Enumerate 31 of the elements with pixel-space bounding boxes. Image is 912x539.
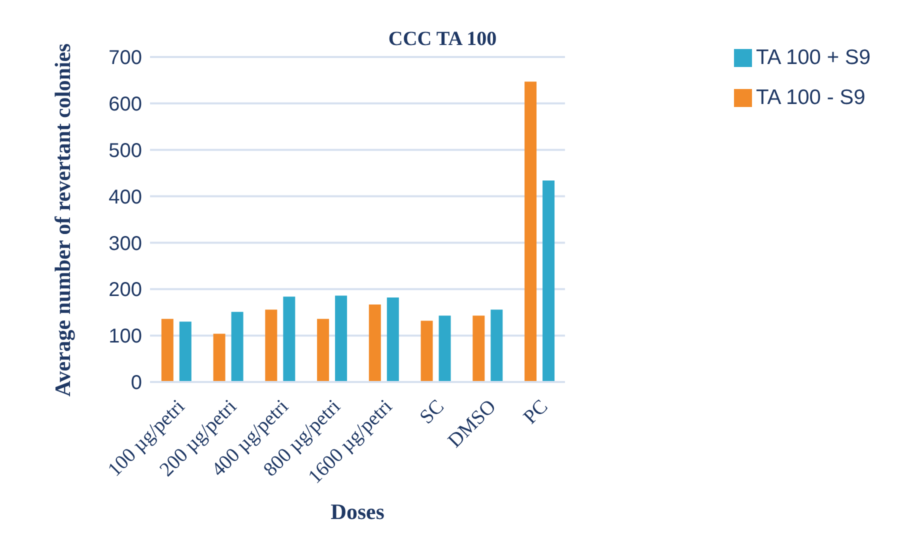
y-tick-label: 400 [108, 186, 142, 208]
y-tick-label: 500 [108, 140, 142, 162]
x-tick-label: PC [519, 396, 552, 428]
bar [368, 304, 381, 382]
legend-label: TA 100 - S9 [756, 86, 866, 109]
bar [472, 316, 485, 382]
bar [317, 318, 330, 382]
y-tick-label: 300 [108, 232, 142, 255]
bar [161, 318, 174, 382]
bar [420, 320, 433, 382]
bar [386, 298, 399, 382]
y-tick-label: 600 [108, 94, 142, 116]
bar [438, 316, 451, 382]
x-axis-title: Doses [330, 499, 385, 524]
bar [213, 334, 226, 382]
bar [524, 82, 537, 382]
bar [179, 322, 192, 382]
y-axis-title: Average number of revertant colonies [50, 42, 75, 397]
y-tick-label: 100 [108, 326, 142, 348]
bar [283, 296, 296, 382]
chart-title: CCC TA 100 [387, 28, 498, 51]
x-tick-label: SC [416, 396, 448, 428]
y-tick-label: 0 [130, 372, 142, 394]
bar [490, 310, 503, 382]
bar [231, 312, 244, 382]
y-tick-label: 200 [108, 279, 142, 302]
bar [542, 180, 555, 382]
legend-label: TA 100 + S9 [756, 46, 871, 69]
bar [335, 296, 348, 382]
bar [265, 310, 278, 382]
y-tick-label: 700 [108, 47, 142, 70]
